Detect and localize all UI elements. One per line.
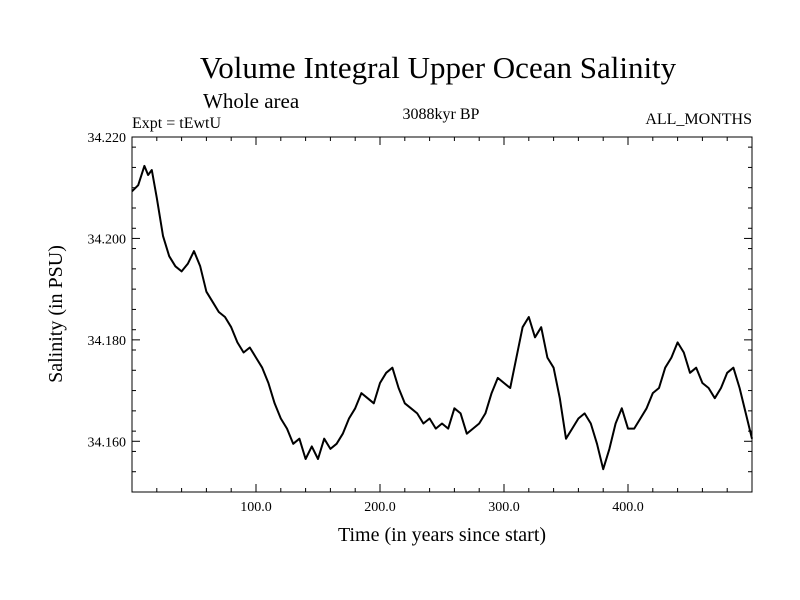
salinity-series-line [131, 164, 753, 471]
x-tick-label: 200.0 [364, 500, 396, 515]
experiment-label: Expt = tEwtU [132, 115, 221, 132]
y-axis-ticks: 34.160 34.180 34.200 34.220 [88, 131, 752, 473]
y-tick-label: 34.180 [88, 334, 127, 349]
months-label: ALL_MONTHS [645, 111, 752, 128]
period-label: 3088kyr BP [403, 106, 480, 123]
x-tick-label: 400.0 [612, 500, 644, 515]
y-tick-label: 34.160 [88, 435, 127, 450]
plot-frame [131, 136, 753, 493]
x-axis-ticks: 100.0 200.0 300.0 400.0 [156, 137, 728, 515]
chart-subtitle: Whole area [203, 89, 300, 113]
x-tick-label: 100.0 [240, 500, 272, 515]
x-tick-label: 300.0 [488, 500, 520, 515]
y-axis-label: Salinity (in PSU) [45, 245, 67, 383]
y-tick-label: 34.200 [88, 232, 127, 247]
x-axis-label: Time (in years since start) [338, 524, 546, 546]
y-tick-label: 34.220 [88, 131, 127, 146]
chart-title: Volume Integral Upper Ocean Salinity [200, 50, 677, 85]
